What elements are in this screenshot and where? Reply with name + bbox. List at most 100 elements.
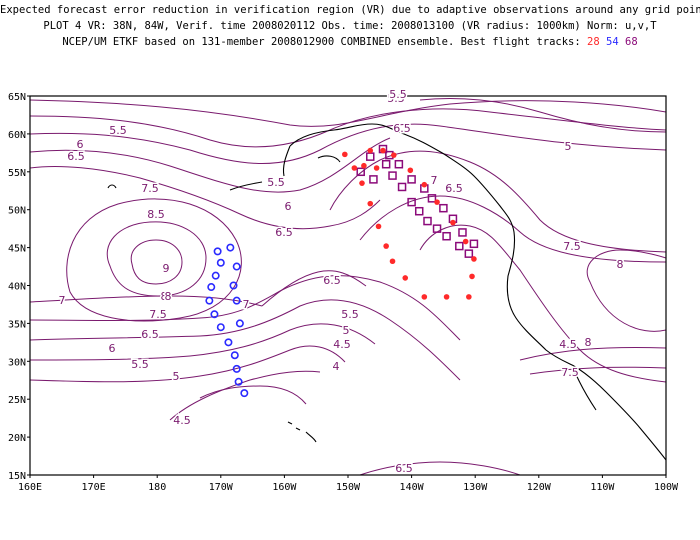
title-line-2: PLOT 4 VR: 38N, 84W, Verif. time 2008020…	[43, 20, 657, 32]
track-54-marker	[226, 243, 235, 252]
contour-label: 9	[163, 262, 170, 275]
track-68-marker	[432, 224, 442, 233]
flight-tracks	[205, 144, 479, 398]
title-line-3-text: NCEP/UM ETKF based on 131-member 2008012…	[62, 36, 581, 48]
contour-label: 7.5	[149, 308, 167, 321]
lon-tick-label: 110W	[590, 482, 615, 493]
track-28-marker	[407, 167, 414, 174]
track-54-marker	[216, 258, 225, 267]
contour-label: 6.5	[323, 274, 341, 287]
track-68-marker	[469, 239, 479, 249]
contour-label: 5.5	[267, 176, 285, 189]
contour-label: 6	[285, 200, 292, 213]
lat-tick-label: 40N	[8, 282, 26, 293]
contour-label: 6	[77, 138, 84, 151]
contour-label: 6.5	[67, 150, 85, 163]
track-54-marker	[210, 310, 219, 319]
longitude-axis: 160E 170E 180 170W 160W 150W 140W 130W 120W 110W 1…	[18, 475, 679, 493]
contour-label: 6.5	[141, 328, 159, 341]
track-68-marker	[442, 231, 451, 241]
contour-label: 7.5	[561, 366, 579, 379]
contour-label: 4.5	[333, 338, 351, 351]
contour-label: 6.5	[393, 122, 411, 135]
track-28-marker	[443, 294, 450, 300]
track-68-marker	[455, 241, 464, 251]
contour-labels: 5.55.566.57.58.58987.5776.565.554.56.55.…	[57, 87, 625, 477]
lon-tick-label: 170E	[82, 482, 106, 493]
track-54-marker	[213, 247, 222, 256]
track-68-marker	[356, 167, 365, 177]
lon-tick-label: 140W	[400, 482, 425, 493]
track-28-marker	[421, 294, 428, 300]
track-28-marker	[389, 258, 396, 265]
plot-title: Expected forecast error reduction in ver…	[0, 2, 700, 50]
track-54-marker	[230, 351, 239, 360]
lon-tick-label: 180	[148, 482, 166, 493]
lat-tick-label: 55N	[8, 168, 26, 179]
track-28-marker	[373, 165, 380, 171]
track-54-marker	[205, 296, 214, 305]
track-68-marker	[414, 206, 424, 216]
track-54-marker	[234, 377, 243, 386]
track-68-marker	[423, 216, 432, 226]
track-54-marker	[207, 283, 216, 292]
track-28-marker	[380, 147, 386, 154]
lon-tick-label: 170W	[209, 482, 234, 493]
track-28-marker	[450, 219, 456, 226]
lon-tick-label: 150W	[336, 482, 361, 493]
track-28-marker	[383, 243, 389, 249]
track-54-marker	[235, 319, 244, 328]
track-28-marker	[462, 238, 469, 245]
contour-label: 7	[243, 298, 250, 311]
contour-label: 5.5	[131, 358, 149, 371]
contour-label: 7	[59, 294, 66, 307]
track-54-marker	[240, 389, 249, 398]
track-28-marker	[434, 199, 440, 205]
contour-label: 5	[565, 140, 572, 153]
track-68-marker	[394, 159, 404, 169]
contour-label: 5.5	[341, 308, 359, 321]
lon-tick-label: 100W	[654, 482, 679, 493]
track-28-marker	[421, 181, 428, 188]
track-68-marker	[388, 171, 397, 180]
contour-label: 7.5	[141, 182, 159, 195]
contour-label: 8.5	[147, 208, 165, 221]
contour-label: 5.5	[387, 92, 405, 105]
contour-label: 6.5	[275, 226, 293, 239]
coastlines	[107, 123, 666, 461]
track-68-marker	[369, 175, 378, 184]
contour-label: 8	[617, 258, 624, 271]
track-28-marker	[375, 223, 382, 230]
track-68-marker	[458, 228, 467, 237]
lon-tick-label: 130W	[463, 482, 488, 493]
track-28-marker	[390, 152, 397, 158]
contour-label: 8	[585, 336, 592, 349]
lat-tick-label: 60N	[8, 130, 26, 141]
contour-label: 7.5	[563, 240, 581, 253]
lon-tick-label: 160E	[18, 482, 42, 493]
track-28-marker	[471, 256, 477, 262]
track-28-marker	[367, 200, 374, 207]
contour-label: 5	[173, 370, 180, 383]
track-68-marker	[407, 175, 416, 184]
track-28-marker	[367, 147, 374, 154]
contour-label: 6.5	[445, 182, 463, 195]
track-28-marker	[361, 162, 367, 169]
lon-tick-label: 160W	[272, 482, 297, 493]
track-28-marker	[466, 294, 472, 300]
track-54-legend: 54	[606, 36, 619, 48]
title-line-1: Expected forecast error reduction in ver…	[0, 4, 700, 16]
track-68-marker	[381, 159, 391, 169]
lat-tick-label: 20N	[8, 433, 26, 444]
track-68-legend: 68	[625, 36, 638, 48]
contour-label: 6.5	[395, 462, 413, 475]
track-68-marker	[439, 203, 448, 213]
contour-label: 5	[343, 324, 350, 337]
contour-label: 7	[431, 174, 438, 187]
contour-label: 6	[109, 342, 116, 355]
track-28-legend: 28	[587, 36, 600, 48]
track-28-marker	[342, 151, 348, 158]
lat-tick-label: 25N	[8, 395, 26, 406]
contour-label: 5.5	[109, 124, 127, 137]
latitude-axis: 65N 60N 55N 50N 45N 40N 35N 30N 25N 20N 15N	[8, 92, 30, 482]
